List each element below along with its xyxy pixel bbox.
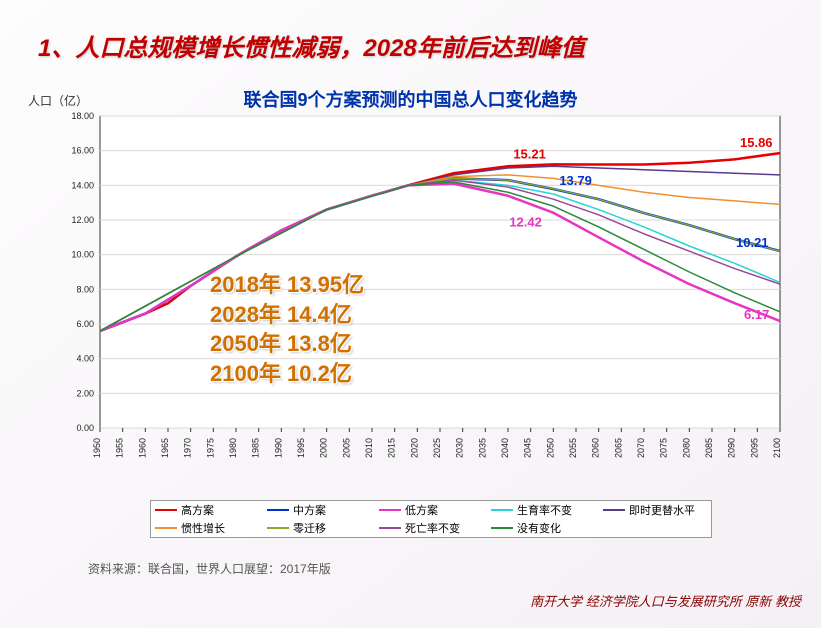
legend-item: 没有变化	[487, 520, 599, 536]
legend-item: 生育率不变	[487, 502, 599, 518]
svg-text:2025: 2025	[432, 438, 442, 458]
svg-text:14.00: 14.00	[71, 180, 94, 190]
annot-2018: 2018年 13.95亿	[210, 270, 364, 300]
svg-text:2055: 2055	[568, 438, 578, 458]
svg-text:8.00: 8.00	[76, 284, 94, 294]
svg-text:2005: 2005	[341, 438, 351, 458]
svg-text:2080: 2080	[681, 438, 691, 458]
legend-swatch	[155, 509, 177, 511]
legend-item: 惯性增长	[151, 520, 263, 536]
legend-item: 死亡率不变	[375, 520, 487, 536]
legend: 高方案 中方案 低方案 生育率不变 即时更替水平惯性增长 零迁移 死亡率不变 没有变化	[150, 500, 712, 538]
svg-text:18.00: 18.00	[71, 111, 94, 121]
svg-text:2075: 2075	[659, 438, 669, 458]
svg-text:13.79: 13.79	[559, 173, 592, 188]
svg-text:1955: 1955	[115, 438, 125, 458]
legend-swatch	[155, 527, 177, 529]
legend-label: 即时更替水平	[629, 502, 695, 518]
svg-text:1970: 1970	[183, 438, 193, 458]
footer-text: 南开大学 经济学院人口与发展研究所 原新 教授	[530, 591, 801, 610]
svg-text:15.86: 15.86	[740, 135, 773, 150]
chart-title: 联合国9个方案预测的中国总人口变化趋势	[0, 86, 821, 112]
svg-text:0.00: 0.00	[76, 423, 94, 433]
legend-swatch	[491, 527, 513, 529]
svg-text:2070: 2070	[636, 438, 646, 458]
svg-text:2020: 2020	[409, 438, 419, 458]
annot-2050: 2050年 13.8亿	[210, 329, 364, 359]
svg-text:2045: 2045	[523, 438, 533, 458]
svg-text:6.17: 6.17	[744, 307, 769, 322]
legend-label: 零迁移	[293, 520, 326, 536]
svg-text:2010: 2010	[364, 438, 374, 458]
svg-text:2095: 2095	[749, 438, 759, 458]
svg-text:2030: 2030	[455, 438, 465, 458]
svg-text:1960: 1960	[137, 438, 147, 458]
svg-text:15.21: 15.21	[513, 146, 546, 161]
svg-text:10.21: 10.21	[736, 235, 769, 250]
svg-text:6.00: 6.00	[76, 319, 94, 329]
svg-text:2060: 2060	[591, 438, 601, 458]
svg-text:1995: 1995	[296, 438, 306, 458]
legend-swatch	[267, 527, 289, 529]
svg-text:10.00: 10.00	[71, 250, 94, 260]
legend-label: 高方案	[181, 502, 214, 518]
svg-text:2040: 2040	[500, 438, 510, 458]
svg-text:2000: 2000	[319, 438, 329, 458]
legend-label: 生育率不变	[517, 502, 572, 518]
svg-text:1980: 1980	[228, 438, 238, 458]
annot-2028: 2028年 14.4亿	[210, 300, 364, 330]
svg-text:2035: 2035	[477, 438, 487, 458]
y-axis-label: 人口（亿）	[28, 92, 88, 109]
legend-item: 低方案	[375, 502, 487, 518]
legend-swatch	[491, 509, 513, 511]
svg-text:2090: 2090	[727, 438, 737, 458]
svg-text:2085: 2085	[704, 438, 714, 458]
svg-text:1990: 1990	[273, 438, 283, 458]
legend-item: 高方案	[151, 502, 263, 518]
line-chart: 0.00 2.00 4.00 6.00 8.00 10.00 12.00 14.00 16.00…	[60, 110, 790, 470]
legend-swatch	[379, 509, 401, 511]
legend-item: 即时更替水平	[599, 502, 711, 518]
key-figures: 2018年 13.95亿 2028年 14.4亿 2050年 13.8亿 210…	[210, 270, 364, 389]
svg-text:12.42: 12.42	[509, 215, 542, 230]
source-text: 资料来源：联合国，世界人口展望：2017年版	[88, 560, 331, 577]
legend-swatch	[379, 527, 401, 529]
svg-text:12.00: 12.00	[71, 215, 94, 225]
legend-label: 惯性增长	[181, 520, 225, 536]
svg-text:1975: 1975	[205, 438, 215, 458]
legend-label: 中方案	[293, 502, 326, 518]
legend-item: 零迁移	[263, 520, 375, 536]
chart-area: 0.00 2.00 4.00 6.00 8.00 10.00 12.00 14.00 16.00…	[60, 110, 790, 470]
svg-text:1965: 1965	[160, 438, 170, 458]
svg-text:2100: 2100	[772, 438, 782, 458]
legend-label: 死亡率不变	[405, 520, 460, 536]
svg-text:2065: 2065	[613, 438, 623, 458]
svg-text:1950: 1950	[92, 438, 102, 458]
svg-text:2.00: 2.00	[76, 388, 94, 398]
slide-title: 1、人口总规模增长惯性减弱，2028年前后达到峰值	[38, 28, 585, 63]
annot-2100: 2100年 10.2亿	[210, 359, 364, 389]
legend-swatch	[603, 509, 625, 511]
legend-label: 没有变化	[517, 520, 561, 536]
svg-text:16.00: 16.00	[71, 146, 94, 156]
svg-text:2015: 2015	[387, 438, 397, 458]
legend-label: 低方案	[405, 502, 438, 518]
legend-swatch	[267, 509, 289, 511]
svg-text:1985: 1985	[251, 438, 261, 458]
svg-text:2050: 2050	[545, 438, 555, 458]
svg-text:4.00: 4.00	[76, 354, 94, 364]
legend-item: 中方案	[263, 502, 375, 518]
